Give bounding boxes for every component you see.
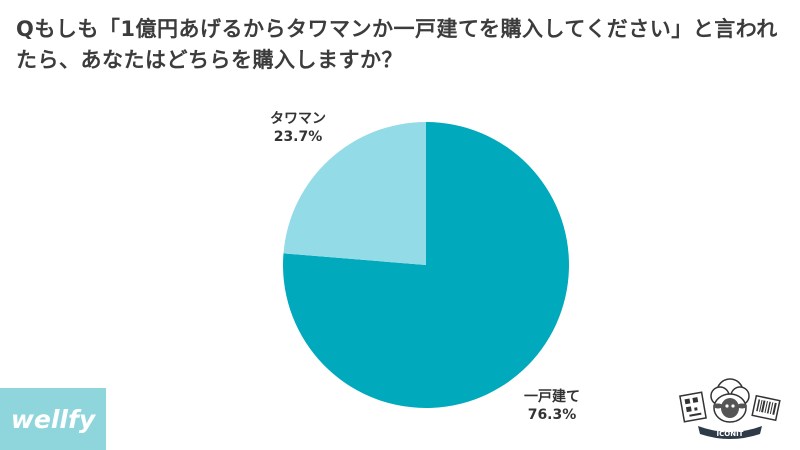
sheep-mascot-icon <box>710 378 750 423</box>
chart-title: Qもしも「1億円あげるからタワマンか一戸建てを購入してください」と言われたら、あ… <box>16 17 778 72</box>
wellfy-logo-text: wellfy <box>10 404 96 434</box>
wellfy-logo: wellfy <box>0 388 106 450</box>
qr-card-icon <box>679 391 707 423</box>
slice-value-house: 76.3% <box>527 407 577 423</box>
slice-value-tower: 23.7% <box>273 129 323 145</box>
barcode-card-icon <box>751 394 781 422</box>
slice-name-house: 一戸建て <box>524 389 580 405</box>
iconit-logo-text: ICONIT <box>717 430 744 438</box>
slice-label-tower: タワマン 23.7% <box>258 110 338 146</box>
logo-ribbon: ICONIT <box>698 426 762 439</box>
pie-slices <box>283 122 569 408</box>
iconit-logo: ICONIT <box>679 378 781 439</box>
pie-slice-tower <box>283 122 426 265</box>
slice-name-tower: タワマン <box>270 111 326 127</box>
slice-label-house: 一戸建て 76.3% <box>512 388 592 424</box>
